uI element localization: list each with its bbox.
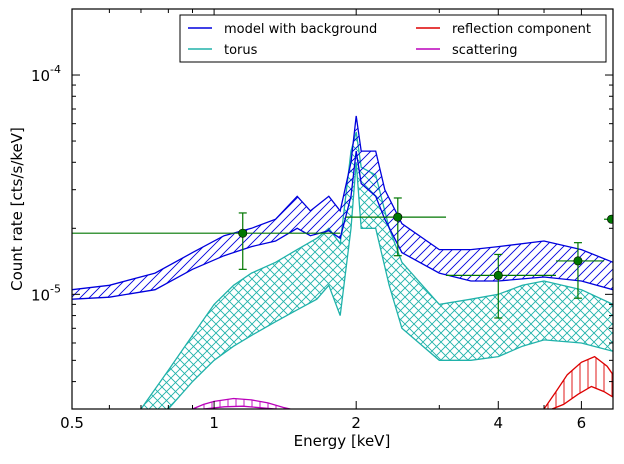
y-tick-base: 10 [31,67,50,85]
lower-line-reflection-component [551,385,613,409]
data-marker [238,228,248,238]
band-reflection-component [544,356,613,409]
x-tick-labels: 0.5 1 2 4 6 [60,414,586,432]
y-axis-title: Count rate [cts/s/keV] [8,127,26,291]
upper-line-scattering [192,397,291,409]
y-tick-exponent: -5 [50,282,61,295]
y-tick-labels: 10-510-4 [31,63,61,304]
lower-line-torus [167,162,613,409]
data-point [446,253,556,319]
y-tick-exponent: -4 [50,63,61,76]
plot-frame [71,8,614,410]
legend-label: model with background [224,22,377,37]
y-tick-label: 10 -4 [31,63,61,85]
band-model-with-background [72,116,613,300]
x-tick-label: 4 [494,414,504,432]
legend-item-scattering: scattering [416,43,518,58]
data-marker [607,214,613,224]
data-marker [493,270,503,280]
legend-item-torus: torus [188,43,258,58]
legend-item-model-with-background: model with background [188,22,377,37]
lower-line-scattering [203,405,276,409]
x-tick-label: 0.5 [60,414,84,432]
legend: model with background torus reflection com… [179,14,607,63]
x-axis-title: Energy [keV] [294,432,391,450]
data-point [345,197,447,257]
data-point [555,242,605,299]
legend-label: torus [224,43,258,58]
x-tick-label: 1 [209,414,219,432]
upper-line-model-with-background [72,115,613,291]
series-reflection-component [543,355,613,409]
y-tick-base: 10 [31,286,50,304]
band-torus [141,132,613,409]
y-tick-label: 10 -5 [31,282,61,304]
data-point [604,214,613,224]
series-scattering [192,397,291,409]
upper-line-reflection-component [543,355,613,409]
legend-label: reflection component [452,22,591,37]
legend-item-reflection-component: reflection component [416,22,591,37]
x-tick-label: 2 [351,414,361,432]
data-marker [573,256,583,266]
lower-line-model-with-background [72,151,613,300]
legend-box [179,14,607,63]
data-points [72,197,613,319]
data-point [72,212,341,270]
data-marker [393,212,403,222]
model-bands [72,115,613,409]
series-model-with-background [72,115,613,300]
x-tick-label: 6 [577,414,587,432]
legend-label: scattering [452,43,518,58]
